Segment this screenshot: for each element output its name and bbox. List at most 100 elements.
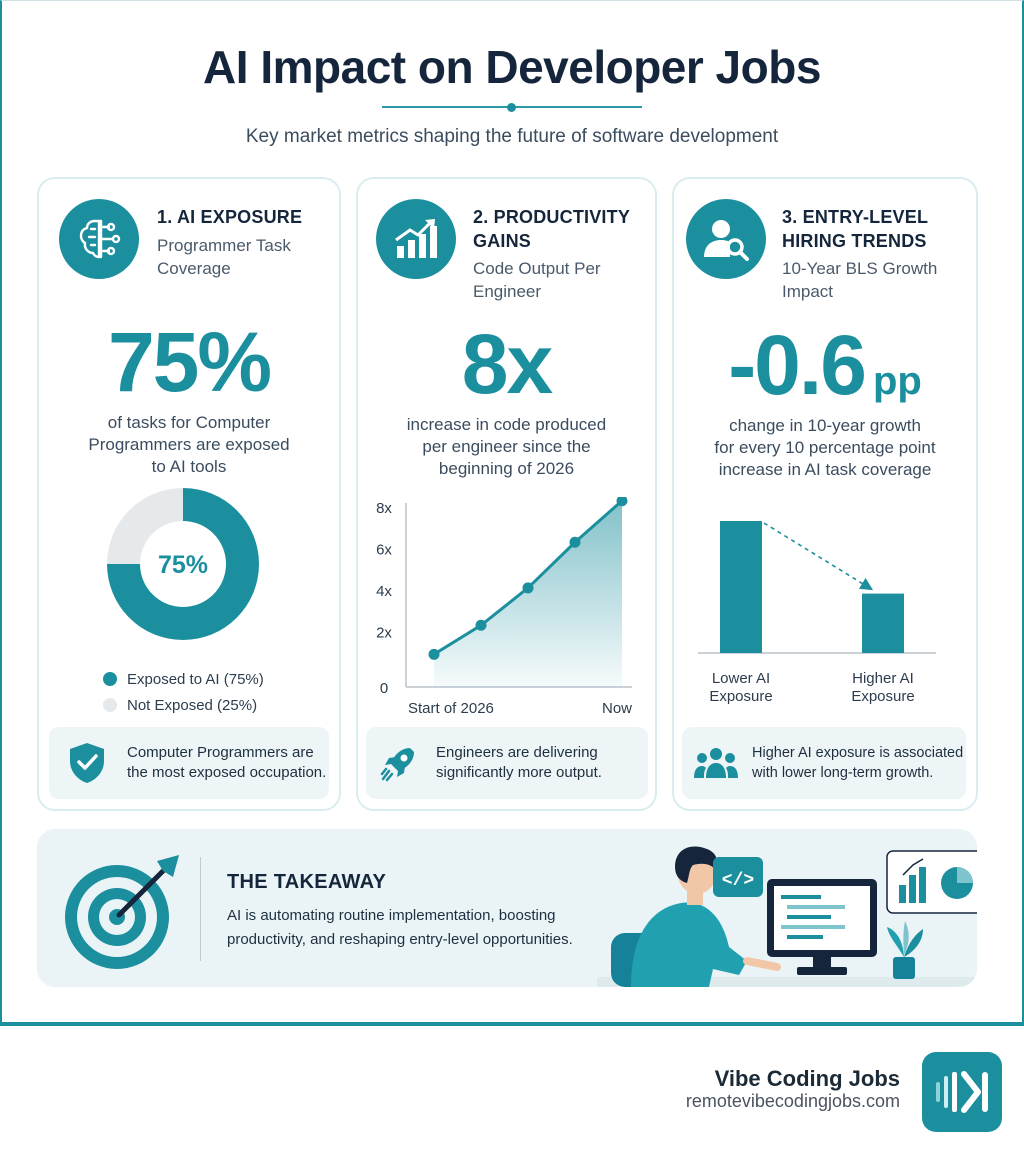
- card-heading-line: 1. AI EXPOSURE: [157, 207, 303, 227]
- people-group-icon: [694, 748, 738, 778]
- card-subtitle: Programmer Task Coverage: [157, 234, 291, 280]
- y-tick-label: 4x: [376, 583, 392, 600]
- big-stat: -0.6 pp: [674, 317, 976, 414]
- card-subtitle-line: Programmer Task: [157, 236, 291, 255]
- takeaway-title: THE TAKEAWAY: [227, 871, 387, 893]
- shield-check-icon: [70, 743, 104, 783]
- code-symbol: </>: [722, 871, 754, 891]
- card-heading: 3. ENTRY-LEVEL HIRING TRENDS: [782, 205, 928, 253]
- data-point: [522, 582, 534, 594]
- note-line: with lower long-term growth.: [752, 765, 934, 781]
- note-box: Engineers are delivering significantly m…: [366, 727, 648, 799]
- bar: [862, 593, 904, 653]
- category-label: Exposure: [851, 688, 914, 705]
- card-heading-line: GAINS: [473, 231, 532, 251]
- y-tick-label: 8x: [376, 500, 392, 517]
- note-text: Higher AI exposure is associated with lo…: [752, 743, 963, 783]
- stat-description: change in 10-year growth for every 10 pe…: [674, 415, 976, 481]
- note-box: Higher AI exposure is associated with lo…: [682, 727, 966, 799]
- rocket-icon: [380, 748, 414, 782]
- target-icon: [65, 855, 179, 969]
- big-stat: 8x: [461, 317, 553, 411]
- data-point: [428, 648, 440, 660]
- card-subtitle-line: Code Output Per: [473, 259, 601, 278]
- desc-line: change in 10-year growth: [729, 416, 921, 435]
- desc-line: Programmers are exposed: [88, 435, 290, 454]
- big-stat: 75%: [107, 315, 272, 409]
- card-subtitle-line: Impact: [782, 282, 834, 301]
- donut-legend: Exposed to AI (75%) Not Exposed (25%): [103, 666, 264, 718]
- card-subtitle: Code Output Per Engineer: [473, 257, 601, 303]
- desc-line: for every 10 percentage point: [714, 438, 936, 457]
- desc-line: of tasks for Computer: [107, 413, 271, 432]
- legend-item: Exposed to AI (75%): [103, 666, 264, 692]
- desc-line: beginning of 2026: [438, 459, 575, 478]
- y-tick-label: 0: [380, 680, 388, 697]
- card-subtitle-line: 10-Year BLS Growth: [782, 259, 938, 278]
- y-tick-label: 6x: [376, 542, 392, 559]
- card-subtitle-line: Engineer: [473, 282, 542, 301]
- y-tick-label: 2x: [376, 625, 392, 642]
- takeaway-text: AI is automating routine implementation,…: [227, 907, 573, 948]
- developer-at-desk-illustration: </>: [597, 846, 977, 987]
- brand-logo-icon: [922, 1052, 1002, 1132]
- desc-line: to AI tools: [151, 457, 227, 476]
- card-heading-line: 2. PRODUCTIVITY: [473, 207, 631, 227]
- note-line: Computer Programmers are: [127, 744, 314, 761]
- page-title: AI Impact on Developer Jobs: [203, 41, 821, 93]
- desc-line: increase in code produced: [406, 415, 607, 434]
- legend-label: Not Exposed (25%): [127, 696, 258, 714]
- code-output-line-chart: 0 2x 4x 6x 8x Start of 2026 Now: [376, 497, 632, 715]
- note-text: Computer Programmers are the most expose…: [127, 743, 326, 783]
- x-tick-label: Now: [602, 700, 632, 715]
- note-line: Higher AI exposure is associated: [752, 745, 964, 761]
- donut-slice-0: [107, 488, 259, 640]
- card-subtitle-line: Coverage: [157, 259, 231, 278]
- person-search-icon: [686, 199, 766, 279]
- category-label: Lower AI: [712, 670, 770, 687]
- note-line: Engineers are delivering: [436, 744, 598, 761]
- category-label: Exposure: [709, 688, 772, 705]
- card-entry-level-hiring: 3. ENTRY-LEVEL HIRING TRENDS 10-Year BLS…: [672, 177, 978, 811]
- card-productivity-gains: 2. PRODUCTIVITY GAINS Code Output Per En…: [356, 177, 657, 811]
- takeaway-separator: [200, 857, 201, 961]
- x-tick-label: Start of 2026: [408, 700, 494, 715]
- donut-slice-1: [107, 488, 183, 564]
- note-text: Engineers are delivering significantly m…: [436, 743, 602, 783]
- donut-chart: 75%: [107, 488, 259, 640]
- note-line: significantly more output.: [436, 764, 602, 781]
- bar-chart-up-icon: [376, 199, 456, 279]
- trend-arrow: [763, 522, 874, 591]
- legend-label: Exposed to AI (75%): [127, 670, 264, 688]
- stat-description: increase in code produced per engineer s…: [358, 414, 655, 480]
- brand-url[interactable]: remotevibecodingjobs.com: [685, 1091, 900, 1111]
- category-label: Higher AI: [852, 670, 914, 687]
- card-heading: 2. PRODUCTIVITY GAINS: [473, 205, 630, 253]
- card-ai-exposure: 1. AI EXPOSURE Programmer Task Coverage …: [37, 177, 341, 811]
- brain-circuit-icon: [59, 199, 139, 279]
- card-heading-line: HIRING TRENDS: [782, 231, 927, 251]
- note-line: the most exposed occupation.: [127, 764, 327, 781]
- legend-item: Not Exposed (25%): [103, 692, 264, 718]
- page-subtitle: Key market metrics shaping the future of…: [245, 126, 779, 147]
- card-heading: 1. AI EXPOSURE: [157, 205, 302, 229]
- desc-line: increase in AI task coverage: [718, 460, 932, 479]
- big-stat-unit: pp: [872, 359, 922, 403]
- area-fill: [434, 500, 622, 687]
- big-stat-value: -0.6: [728, 318, 867, 412]
- legend-swatch: [103, 698, 117, 712]
- donut-center-label: 75%: [158, 551, 208, 579]
- card-subtitle: 10-Year BLS Growth Impact: [782, 257, 937, 303]
- card-heading-line: 3. ENTRY-LEVEL: [782, 207, 929, 227]
- bar: [720, 521, 762, 653]
- stat-description: of tasks for Computer Programmers are ex…: [39, 412, 339, 478]
- title-underline-dot: [507, 103, 516, 112]
- takeaway-banner: THE TAKEAWAY AI is automating routine im…: [37, 829, 977, 987]
- legend-swatch: [103, 672, 117, 686]
- frame-divider: [0, 1022, 1024, 1026]
- note-box: Computer Programmers are the most expose…: [49, 727, 329, 799]
- data-point: [475, 619, 487, 631]
- data-point: [569, 536, 581, 548]
- data-point: [616, 497, 628, 507]
